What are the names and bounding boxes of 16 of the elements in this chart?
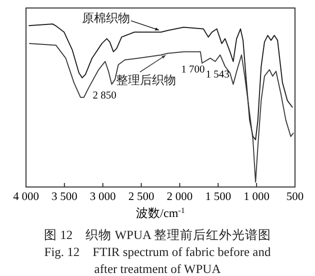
x-tick-label: 3 000 — [90, 191, 116, 203]
x-axis-title: 波数/cm$^{-1}$ — [136, 206, 185, 220]
text: 图 12 织物 WPUA 整理前后红外光谱图 — [43, 227, 272, 244]
text: Fig. 12 FTIR spectrum of fabric before and after treatment of WPUA — [43, 244, 272, 276]
x-tick-label: 2 000 — [166, 191, 193, 203]
x-tick-label: 2 500 — [128, 191, 154, 203]
annotation: 1 543 — [206, 69, 230, 80]
x-tick-label: 1 500 — [205, 191, 232, 203]
x-tick-label: 4 000 — [13, 191, 40, 203]
legend-label: 原棉织物 — [82, 11, 130, 25]
series-label: 整理后织物 — [116, 73, 176, 87]
annotation: 2 850 — [92, 90, 116, 102]
annotation: 1 700 — [181, 64, 205, 76]
x-tick-label: 1 000 — [244, 191, 270, 203]
x-tick-label: 500 — [286, 191, 304, 203]
x-tick-label: 3 500 — [51, 191, 78, 203]
